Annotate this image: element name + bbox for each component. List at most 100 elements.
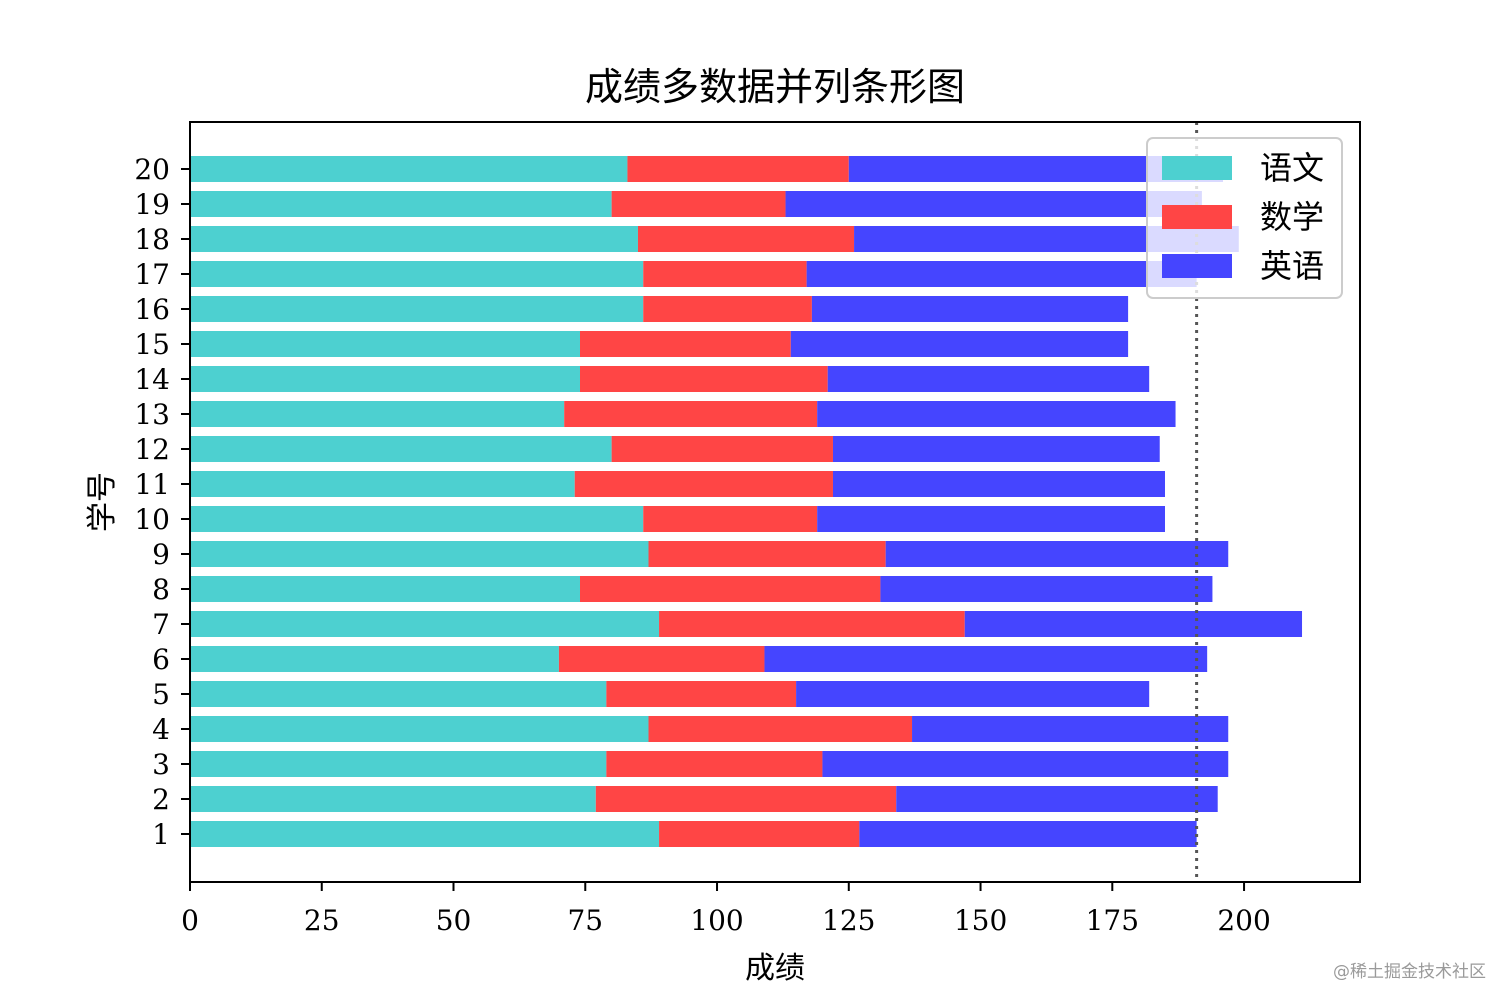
legend-swatch-1 [1162, 205, 1232, 229]
bar-19-series-0 [190, 191, 612, 217]
legend-swatch-2 [1162, 254, 1232, 278]
bar-4-series-0 [190, 716, 649, 742]
bar-3-series-2 [822, 751, 1229, 777]
bar-8-series-1 [580, 576, 881, 602]
bar-15-series-2 [790, 331, 1129, 357]
bar-15-series-0 [190, 331, 580, 357]
x-tick-label-100: 100 [690, 904, 743, 937]
bar-10-series-2 [817, 506, 1165, 532]
bar-19-series-2 [785, 191, 1202, 217]
bar-1-series-2 [859, 821, 1197, 847]
bar-14-series-1 [580, 366, 828, 392]
y-tick-label-20: 20 [134, 153, 170, 186]
bar-13-series-1 [564, 401, 818, 427]
bar-13-series-2 [817, 401, 1176, 427]
bar-18-series-1 [637, 226, 855, 252]
bar-3-series-0 [190, 751, 607, 777]
bar-16-series-2 [811, 296, 1129, 322]
bar-16-series-1 [643, 296, 812, 322]
y-tick-label-7: 7 [152, 608, 170, 641]
bar-15-series-1 [580, 331, 791, 357]
legend-label-2: 英语 [1260, 247, 1324, 285]
bar-2-series-2 [896, 786, 1218, 812]
legend-swatch-0 [1162, 156, 1232, 180]
bar-4-series-1 [648, 716, 913, 742]
bar-4-series-2 [912, 716, 1229, 742]
bar-8-series-2 [880, 576, 1213, 602]
y-tick-label-8: 8 [152, 573, 170, 606]
y-tick-label-1: 1 [152, 818, 170, 851]
bar-5-series-1 [606, 681, 797, 707]
bar-6-series-0 [190, 646, 559, 672]
x-tick-label-175: 175 [1086, 904, 1139, 937]
x-tick-label-200: 200 [1217, 904, 1270, 937]
legend-label-1: 数学 [1260, 198, 1324, 236]
bar-13-series-0 [190, 401, 565, 427]
y-tick-label-14: 14 [134, 363, 170, 396]
bar-11-series-2 [832, 471, 1165, 497]
bar-11-series-0 [190, 471, 575, 497]
bar-9-series-0 [190, 541, 649, 567]
bar-11-series-1 [574, 471, 833, 497]
bar-20-series-0 [190, 156, 628, 182]
bar-9-series-2 [885, 541, 1229, 567]
y-tick-label-3: 3 [152, 748, 170, 781]
bar-17-series-1 [643, 261, 807, 287]
y-tick-label-11: 11 [134, 468, 170, 501]
legend-label-0: 语文 [1260, 149, 1324, 187]
x-tick-label-125: 125 [822, 904, 875, 937]
y-tick-label-2: 2 [152, 783, 170, 816]
bar-12-series-2 [832, 436, 1160, 462]
y-tick-label-12: 12 [134, 433, 170, 466]
bar-1-series-0 [190, 821, 660, 847]
x-tick-label-50: 50 [436, 904, 472, 937]
bar-10-series-0 [190, 506, 644, 532]
bar-18-series-0 [190, 226, 638, 252]
y-axis-label: 学号 [85, 472, 120, 532]
x-tick-label-150: 150 [954, 904, 1007, 937]
y-tick-label-10: 10 [134, 503, 170, 536]
x-tick-label-0: 0 [181, 904, 199, 937]
y-tick-label-19: 19 [134, 188, 170, 221]
bar-16-series-0 [190, 296, 644, 322]
bar-14-series-2 [827, 366, 1150, 392]
bar-12-series-1 [611, 436, 833, 462]
bar-20-series-1 [627, 156, 849, 182]
y-tick-label-13: 13 [134, 398, 170, 431]
x-tick-label-75: 75 [567, 904, 603, 937]
bar-1-series-1 [659, 821, 860, 847]
bar-10-series-1 [643, 506, 818, 532]
bar-8-series-0 [190, 576, 580, 602]
bar-7-series-1 [659, 611, 965, 637]
axes-layer: 0 25 50 75 100 125 150 175 200123456789101112131… [134, 121, 1361, 937]
y-tick-label-4: 4 [152, 713, 170, 746]
plot-frame [189, 121, 1361, 883]
bar-5-series-2 [796, 681, 1150, 707]
bar-9-series-1 [648, 541, 886, 567]
bar-2-series-1 [595, 786, 897, 812]
bar-14-series-0 [190, 366, 580, 392]
bars-layer [190, 156, 1303, 847]
bar-6-series-2 [764, 646, 1208, 672]
y-tick-label-15: 15 [134, 328, 170, 361]
x-tick-label-25: 25 [304, 904, 340, 937]
y-tick-label-17: 17 [134, 258, 170, 291]
bar-17-series-0 [190, 261, 644, 287]
y-tick-label-16: 16 [134, 293, 170, 326]
bar-6-series-1 [558, 646, 765, 672]
y-tick-label-6: 6 [152, 643, 170, 676]
bar-19-series-1 [611, 191, 786, 217]
bar-7-series-0 [190, 611, 660, 637]
bar-3-series-1 [606, 751, 823, 777]
bar-5-series-0 [190, 681, 607, 707]
bar-12-series-0 [190, 436, 612, 462]
y-tick-label-5: 5 [152, 678, 170, 711]
y-tick-label-9: 9 [152, 538, 170, 571]
x-axis-label: 成绩 [745, 951, 805, 986]
bar-7-series-2 [964, 611, 1303, 637]
chart-title: 成绩多数据并列条形图 [585, 65, 965, 109]
watermark: @稀土掘金技术社区 [1333, 962, 1486, 982]
bar-2-series-0 [190, 786, 596, 812]
